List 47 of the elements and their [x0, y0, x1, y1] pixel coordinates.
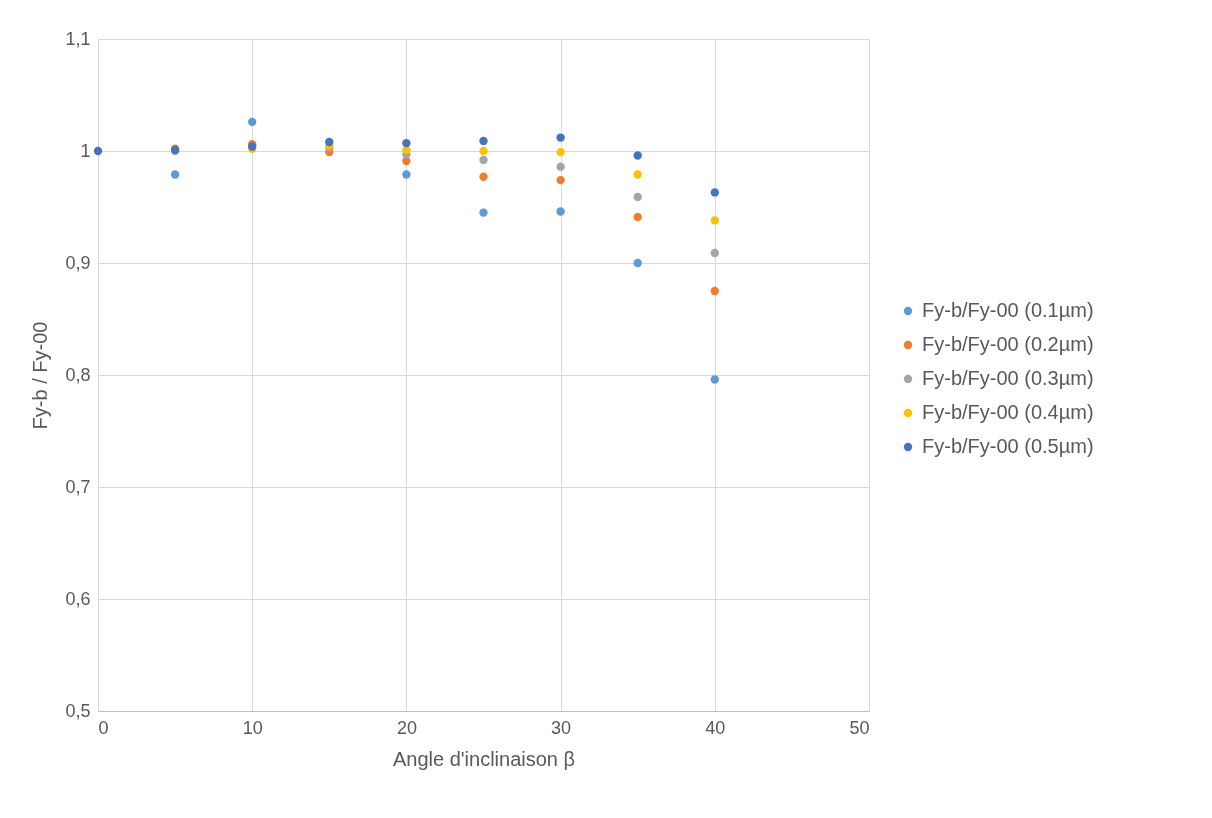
- x-tick-label: 20: [396, 717, 417, 738]
- point: [556, 175, 565, 185]
- legend-label: Fy-b/Fy-00 (0.2µm): [922, 333, 1094, 355]
- y-tick-label: 0,6: [65, 588, 91, 609]
- point: [325, 137, 334, 147]
- point: [633, 258, 642, 268]
- point: [556, 133, 565, 142]
- x-tick-label: 40: [705, 717, 726, 738]
- point: [170, 170, 180, 179]
- point: [479, 172, 488, 181]
- legend-label: Fy-b/Fy-00 (0.1µm): [922, 299, 1094, 321]
- x-tick-label: 30: [551, 717, 572, 738]
- point: [633, 170, 642, 179]
- legend-label: Fy-b/Fy-00 (0.5µm): [922, 435, 1094, 457]
- point: [479, 146, 488, 156]
- point: [710, 286, 719, 296]
- point: [402, 170, 411, 179]
- y-tick-label: 1: [80, 140, 91, 161]
- point: [633, 151, 642, 160]
- y-tick-label: 0,9: [65, 252, 91, 273]
- x-tick-label: 50: [849, 717, 870, 738]
- x-axis-title: Angle d'inclinaison β: [392, 747, 576, 770]
- legend-label: Fy-b/Fy-00 (0.3µm): [922, 367, 1094, 389]
- point: [633, 212, 642, 222]
- point: [633, 192, 642, 202]
- point: [710, 375, 719, 384]
- point: [710, 188, 719, 197]
- legend-label: Fy-b/Fy-00 (0.4µm): [922, 401, 1094, 423]
- x-tick-label: 10: [242, 717, 263, 738]
- point: [479, 155, 488, 165]
- point: [402, 156, 411, 166]
- point: [93, 146, 103, 156]
- point: [556, 147, 565, 157]
- x-tick-label: 0: [98, 717, 109, 738]
- point: [710, 248, 719, 258]
- point: [479, 136, 488, 146]
- point: [710, 216, 719, 225]
- point: [402, 138, 411, 148]
- y-tick-label: 0,7: [65, 476, 91, 497]
- y-axis-title: Fy-b / Fy-00: [29, 321, 52, 430]
- point: [556, 207, 565, 216]
- y-tick-label: 0,8: [65, 364, 91, 385]
- point: [479, 208, 488, 217]
- y-tick-label: 0,5: [65, 700, 91, 721]
- point: [248, 117, 257, 127]
- y-tick-label: 1,1: [65, 28, 91, 49]
- point: [556, 162, 565, 171]
